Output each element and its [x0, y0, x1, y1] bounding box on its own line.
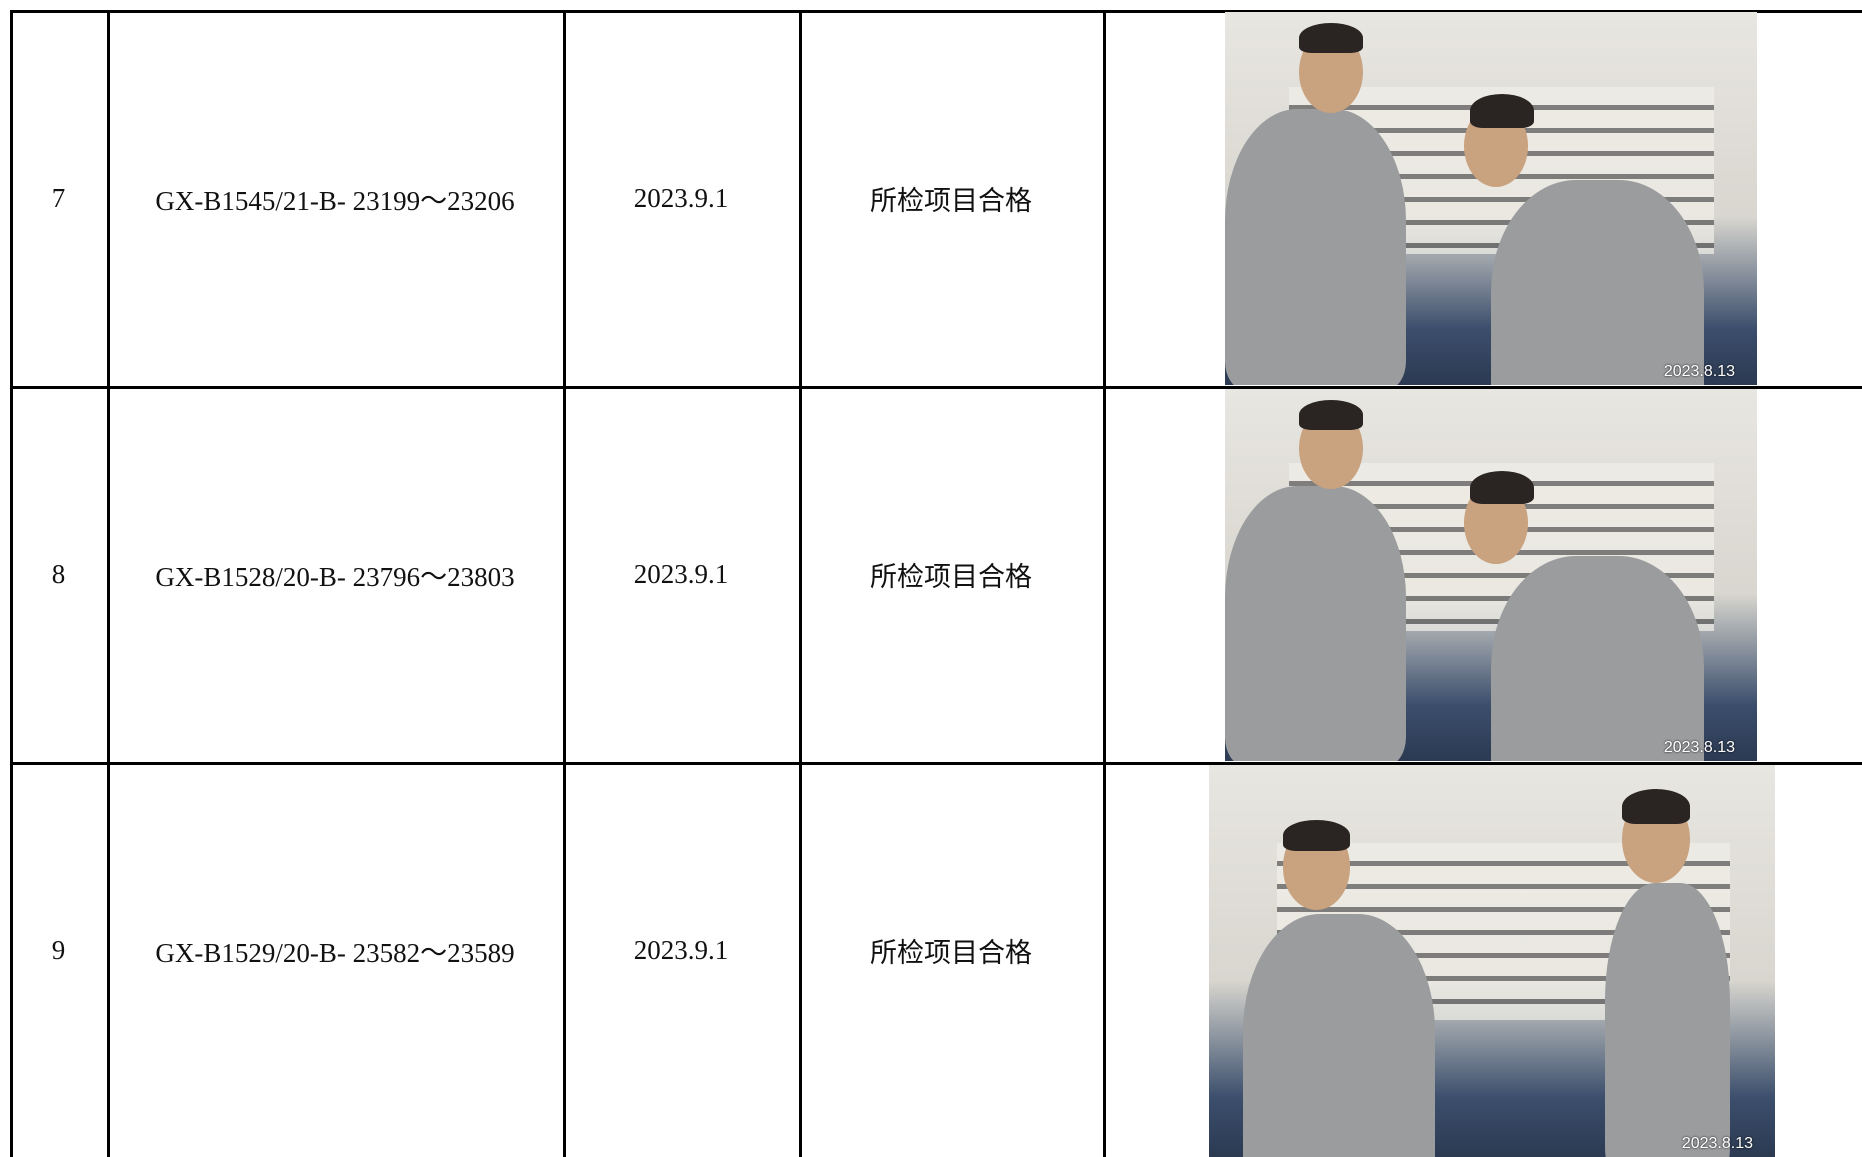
photo-date: 2023.8.13 — [1663, 363, 1735, 380]
photo-hair — [1299, 23, 1364, 54]
row-border — [10, 386, 1862, 389]
cell-code: GX-B1528/20-B- 23796～23803 — [155, 561, 515, 592]
photo-person — [1605, 882, 1730, 1157]
cell-no: 7 — [51, 182, 66, 213]
column-border — [10, 10, 13, 1157]
photo-person — [1225, 485, 1406, 761]
cell-result: 所检项目合格 — [870, 185, 1032, 216]
row-border — [10, 762, 1862, 765]
photo-hair — [1622, 788, 1691, 824]
column-border — [1103, 10, 1106, 1157]
photo-date: 2023.8.13 — [1663, 739, 1735, 756]
photo-person — [1491, 556, 1704, 761]
photo-hair — [1469, 94, 1534, 128]
cell-no: 8 — [51, 558, 66, 589]
photo-hair — [1299, 400, 1364, 430]
cell-result: 所检项目合格 — [870, 561, 1032, 592]
cell-date: 2023.9.1 — [633, 934, 729, 965]
photo-hair — [1469, 470, 1534, 505]
column-border — [563, 10, 566, 1157]
cell-code: GX-B1529/20-B- 23582～23589 — [155, 937, 515, 968]
photo-date: 2023.8.13 — [1681, 1135, 1753, 1152]
photo: 2023.8.13 — [1209, 765, 1775, 1157]
photo: 2023.8.13 — [1225, 12, 1757, 385]
cell-no: 9 — [51, 934, 66, 965]
column-border — [107, 10, 110, 1157]
photo-person — [1491, 179, 1704, 385]
cell-date: 2023.9.1 — [633, 558, 729, 589]
photo-person — [1225, 108, 1406, 385]
photo: 2023.8.13 — [1225, 389, 1757, 761]
row-border — [10, 10, 1862, 13]
cell-code: GX-B1545/21-B- 23199～23206 — [155, 185, 515, 216]
cell-date: 2023.9.1 — [633, 182, 729, 213]
photo-person — [1242, 913, 1436, 1157]
column-border — [799, 10, 802, 1157]
photo-hair — [1282, 819, 1351, 852]
cell-result: 所检项目合格 — [870, 937, 1032, 968]
